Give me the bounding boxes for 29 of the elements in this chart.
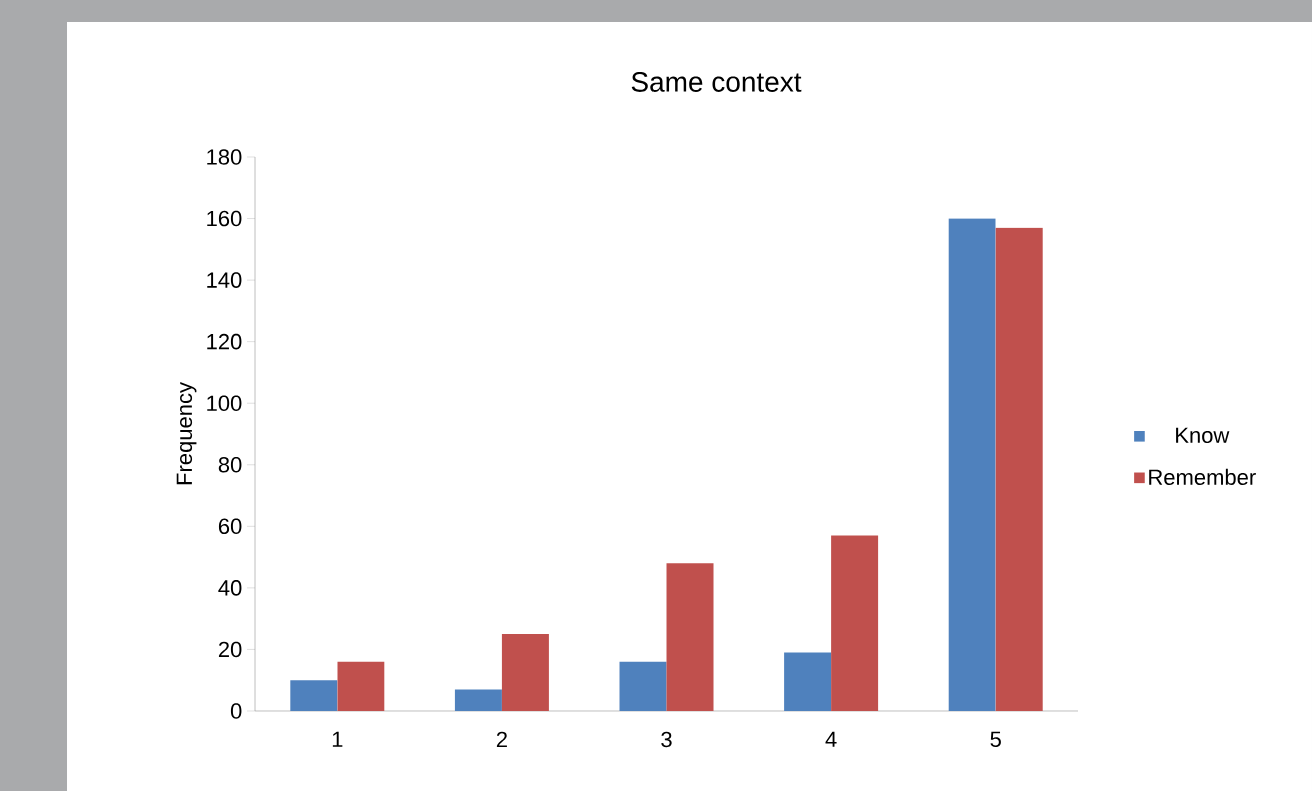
legend-label: Remember	[1149, 468, 1256, 486]
y-axis-title: Frequency	[176, 382, 197, 485]
bar	[784, 652, 832, 711]
y-tick-label: 120	[207, 333, 242, 350]
x-tick-label: 1	[332, 731, 343, 747]
bar	[666, 563, 714, 711]
chart-title: Same context	[631, 72, 802, 92]
bar	[290, 680, 338, 711]
x-tick-label: 4	[825, 731, 837, 747]
x-tick-label: 5	[990, 731, 1001, 748]
y-tick-label: 40	[218, 580, 242, 596]
y-tick-label: 60	[218, 518, 242, 535]
y-tick-label: 100	[207, 395, 242, 411]
y-tick-label: 0	[230, 703, 242, 719]
x-tick-label: 2	[496, 731, 507, 748]
bar	[831, 535, 879, 711]
y-tick-label: 140	[207, 272, 242, 288]
x-tick-label: 3	[661, 731, 672, 748]
y-tick-label: 20	[218, 641, 242, 658]
bar	[501, 634, 549, 711]
bar	[454, 689, 502, 711]
y-tick-label: 180	[207, 149, 242, 165]
bar	[619, 661, 667, 711]
legend-label: Know	[1176, 427, 1230, 444]
y-tick-label: 80	[218, 456, 242, 473]
y-tick-label: 160	[207, 210, 242, 227]
bar	[337, 661, 385, 711]
bar	[995, 227, 1043, 711]
bar	[948, 218, 996, 711]
